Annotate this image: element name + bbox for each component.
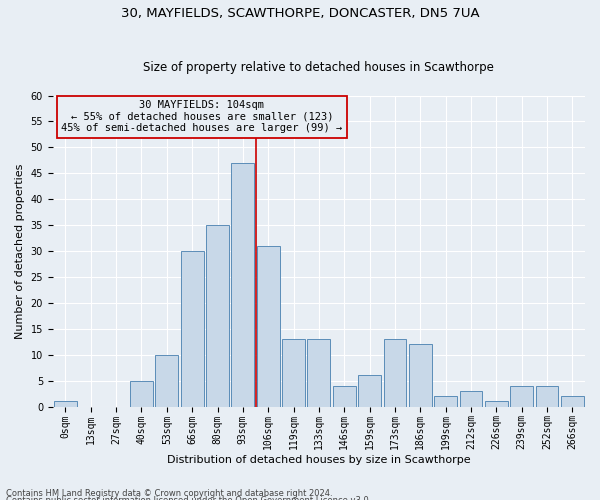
Bar — [54, 402, 77, 406]
Bar — [333, 386, 356, 406]
Bar — [282, 339, 305, 406]
Bar — [232, 163, 254, 406]
Bar — [257, 246, 280, 406]
Title: Size of property relative to detached houses in Scawthorpe: Size of property relative to detached ho… — [143, 60, 494, 74]
Bar — [383, 339, 406, 406]
Bar — [485, 402, 508, 406]
Bar — [206, 225, 229, 406]
Bar — [130, 380, 153, 406]
Text: 30 MAYFIELDS: 104sqm
← 55% of detached houses are smaller (123)
45% of semi-deta: 30 MAYFIELDS: 104sqm ← 55% of detached h… — [61, 100, 343, 134]
Y-axis label: Number of detached properties: Number of detached properties — [15, 164, 25, 338]
Bar — [460, 391, 482, 406]
Bar — [155, 354, 178, 406]
Bar — [434, 396, 457, 406]
Bar — [510, 386, 533, 406]
Bar — [181, 251, 203, 406]
Bar — [307, 339, 330, 406]
Bar — [561, 396, 584, 406]
Bar — [409, 344, 431, 406]
X-axis label: Distribution of detached houses by size in Scawthorpe: Distribution of detached houses by size … — [167, 455, 471, 465]
Text: 30, MAYFIELDS, SCAWTHORPE, DONCASTER, DN5 7UA: 30, MAYFIELDS, SCAWTHORPE, DONCASTER, DN… — [121, 8, 479, 20]
Text: Contains HM Land Registry data © Crown copyright and database right 2024.: Contains HM Land Registry data © Crown c… — [6, 488, 332, 498]
Text: Contains public sector information licensed under the Open Government Licence v3: Contains public sector information licen… — [6, 496, 371, 500]
Bar — [536, 386, 559, 406]
Bar — [358, 376, 381, 406]
